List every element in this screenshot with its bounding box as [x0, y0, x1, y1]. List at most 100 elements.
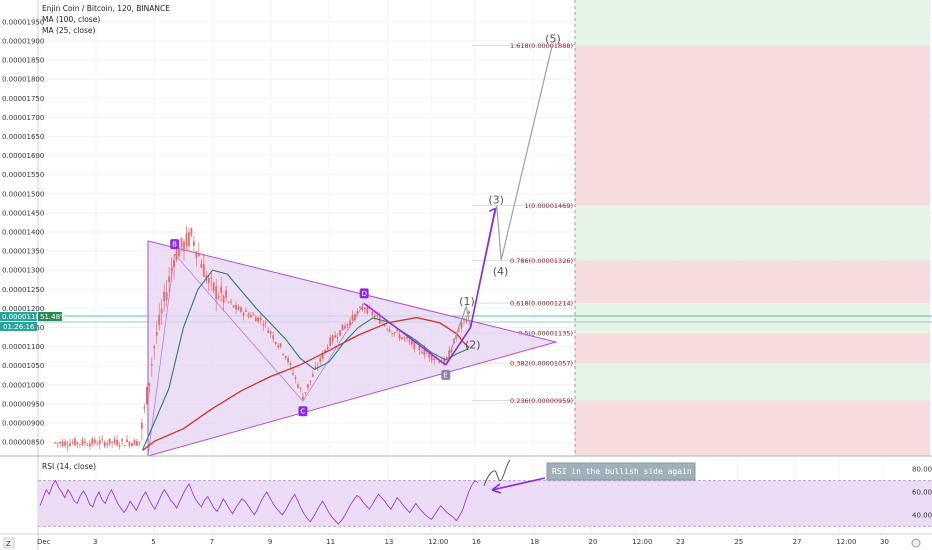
- moving-averages: [142, 269, 470, 452]
- pattern-marker: [298, 406, 308, 417]
- candle-body: [373, 315, 376, 318]
- candle-body: [366, 305, 369, 314]
- fib-label: 0.236(0.00000959): [510, 397, 573, 405]
- candle-body: [326, 346, 329, 350]
- zone-red: [575, 333, 930, 364]
- fib-label: 0.382(0.00001057): [510, 360, 573, 368]
- candle-body: [101, 438, 104, 440]
- settings-gear-icon[interactable]: [911, 538, 921, 548]
- candle-body: [250, 314, 252, 318]
- candle-body: [309, 380, 312, 382]
- current-price-tag: [0, 312, 37, 321]
- time-tick: 30: [880, 538, 889, 546]
- candle-body: [413, 341, 416, 350]
- fib-label: 1(0.00001469): [525, 202, 574, 210]
- triangle-shape: [147, 240, 558, 457]
- candle-body: [210, 277, 213, 279]
- price-tick: 0.00001100: [2, 343, 44, 351]
- candle-body: [289, 363, 292, 366]
- scale-toggle-button[interactable]: [3, 537, 15, 549]
- candle-body: [247, 314, 250, 317]
- candle-body: [411, 340, 413, 345]
- ma100-legend[interactable]: MA (100, close): [42, 15, 100, 24]
- price-tick: 0.00001550: [2, 171, 44, 179]
- candle-body: [61, 441, 64, 447]
- candle-body: [180, 237, 183, 248]
- price-tick: 0.00001950: [2, 18, 44, 26]
- time-tick: 9: [268, 538, 272, 546]
- candle-body: [361, 306, 364, 311]
- ma25-legend[interactable]: MA (25, close): [42, 26, 96, 35]
- time-tick: 5: [151, 538, 155, 546]
- rsi-legend[interactable]: RSI (14, close): [42, 462, 96, 471]
- candle-body: [128, 442, 131, 446]
- candle-body: [185, 233, 188, 247]
- candle-body: [108, 438, 111, 445]
- candle-body: [277, 345, 280, 348]
- candle-body: [324, 349, 327, 353]
- candle-body: [341, 324, 344, 331]
- candle-body: [170, 268, 173, 270]
- candle-body: [443, 358, 446, 365]
- candle-body: [140, 422, 143, 429]
- candle-body: [381, 322, 384, 323]
- rsi-pane: 80.00 60.00 40.00: [38, 466, 932, 527]
- time-tick: 27: [793, 538, 802, 546]
- price-tick: 0.00000850: [2, 439, 44, 447]
- candle-body: [188, 232, 190, 247]
- wave-label: (1): [459, 295, 475, 308]
- candle-body: [148, 383, 151, 386]
- candle-body: [106, 443, 109, 445]
- time-tick: 12:00: [428, 538, 448, 546]
- rsi-band: [38, 480, 932, 527]
- candle-body: [86, 444, 89, 446]
- pattern-marker: [441, 369, 451, 380]
- candle-body: [346, 323, 349, 326]
- price-tick: 0.00001850: [2, 57, 44, 65]
- price-tick: 0.00001400: [2, 229, 44, 237]
- candle-body: [378, 317, 381, 324]
- candle-body: [262, 324, 265, 326]
- candle-body: [121, 439, 123, 441]
- candle-body: [173, 260, 175, 267]
- candle-body: [245, 310, 247, 312]
- elliott-waves: (1) (2) (3) (4) (5): [363, 32, 561, 366]
- candle-body: [465, 319, 468, 323]
- candle-body: [425, 352, 428, 354]
- candle-body: [460, 322, 463, 328]
- candle-body: [302, 396, 304, 400]
- zone-red: [575, 45, 930, 206]
- price-tick: 0.00001650: [2, 133, 44, 141]
- fib-label: 0.5(0.00001135): [518, 330, 573, 338]
- candle-body: [252, 314, 255, 316]
- fib-label: 1.618(0.00001888): [510, 42, 573, 50]
- zone-green: [575, 205, 930, 261]
- candle-body: [163, 291, 166, 302]
- price-tick: 0.00001000: [2, 381, 44, 389]
- candle-body: [371, 311, 374, 315]
- candle-body: [56, 442, 59, 444]
- candle-body: [299, 387, 302, 389]
- candle-body: [227, 301, 230, 303]
- candle-body: [314, 367, 317, 369]
- candle-body: [423, 348, 426, 355]
- ma25-line: [142, 269, 470, 450]
- candle-body: [202, 264, 205, 277]
- d-e-line: [363, 302, 447, 366]
- price-tick: 0.00001750: [2, 95, 44, 103]
- candle-body: [232, 305, 235, 308]
- candle-body: [264, 322, 267, 324]
- time-tick: 23: [676, 538, 685, 546]
- candle-body: [455, 336, 458, 338]
- candle-body: [284, 356, 287, 358]
- wave-label: (3): [488, 194, 504, 207]
- candle-body: [165, 292, 168, 300]
- candle-body: [133, 439, 136, 446]
- pattern-label: D: [362, 290, 367, 298]
- candle-body: [200, 263, 203, 268]
- candle-body: [222, 295, 225, 303]
- candle-body: [274, 341, 277, 344]
- note-arrowhead: [491, 483, 502, 494]
- rsi-tick: 80.00: [912, 466, 932, 474]
